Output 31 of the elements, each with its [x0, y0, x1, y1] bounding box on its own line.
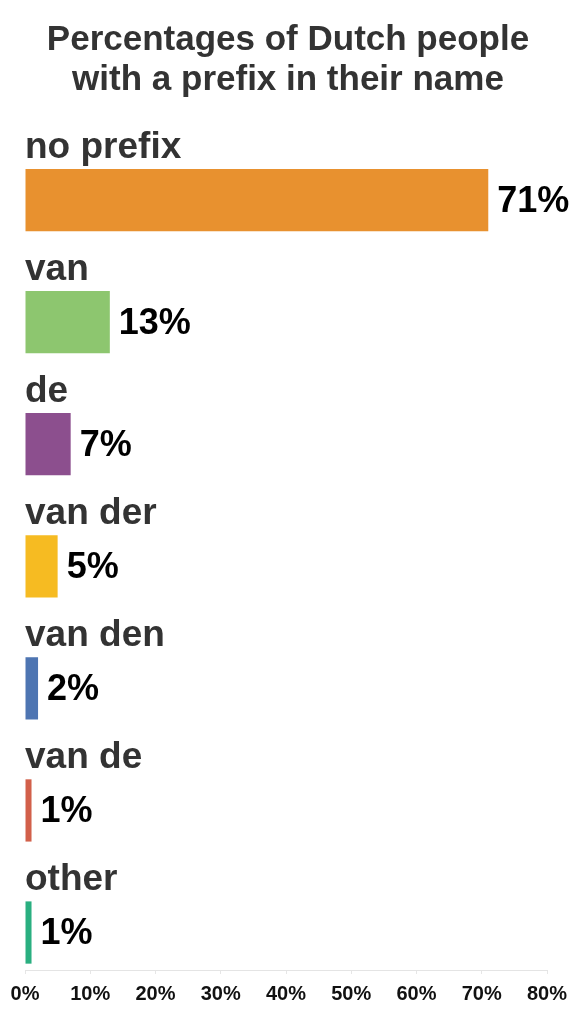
x-tick-label: 50%: [331, 981, 372, 1004]
bar: [25, 779, 32, 842]
data-label: 13%: [118, 301, 191, 343]
bar: [25, 168, 489, 232]
chart-title: Percentages of Dutch people with a prefix in their name: [45, 17, 531, 98]
y-tick-label: no prefix: [25, 124, 182, 166]
data-label: 1%: [40, 789, 93, 831]
x-tick-label: 70%: [461, 981, 502, 1004]
y-tick-label: other: [25, 857, 118, 899]
data-label: 5%: [66, 545, 119, 587]
y-tick-label: van den: [25, 613, 165, 655]
data-label: 2%: [47, 667, 100, 709]
y-tick-label: van der: [25, 491, 157, 533]
x-tick-label: 10%: [70, 981, 111, 1004]
x-tick-label: 60%: [396, 981, 437, 1004]
bar: [25, 535, 58, 598]
data-label: 7%: [79, 423, 132, 465]
y-tick-label: de: [25, 369, 69, 411]
x-tick-label: 0%: [10, 981, 40, 1004]
x-tick-label: 30%: [200, 981, 241, 1004]
data-label: 71%: [497, 178, 570, 220]
x-tick-label: 80%: [526, 981, 568, 1004]
data-label: 1%: [40, 911, 93, 953]
bar: [25, 291, 110, 354]
x-tick-label: 20%: [135, 981, 176, 1004]
y-tick-label: van de: [25, 735, 143, 777]
bar: [25, 413, 71, 476]
bar: [25, 657, 39, 720]
y-tick-label: van: [25, 247, 89, 288]
x-tick-label: 40%: [265, 981, 307, 1004]
bar: [25, 901, 32, 964]
